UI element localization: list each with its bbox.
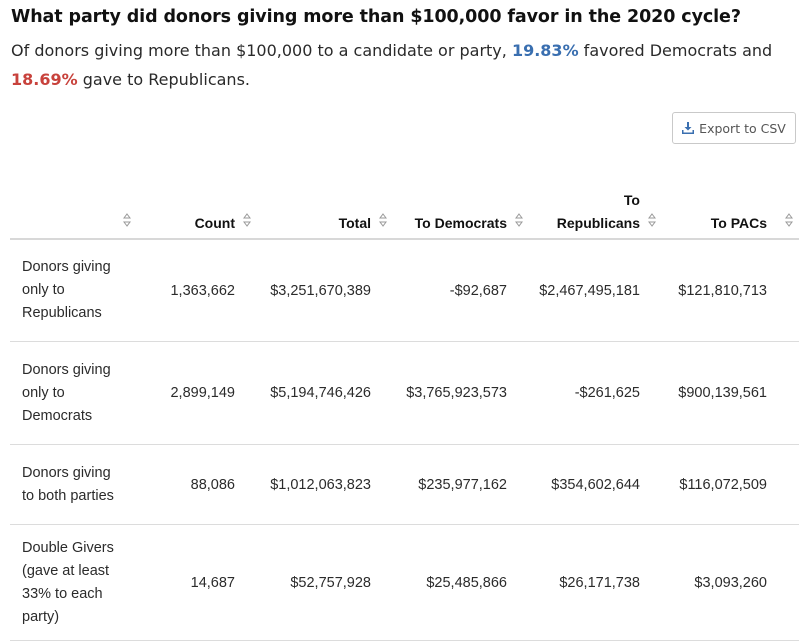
cell-to-democrats: $235,977,162 (381, 444, 517, 525)
cell-count: 1,363,662 (135, 239, 245, 342)
republican-percent: 18.69% (11, 70, 78, 89)
column-header-total[interactable]: Total (245, 186, 387, 240)
page: What party did donors giving more than $… (10, 7, 801, 641)
table-row: Donors giving only to Republicans 1,363,… (10, 239, 799, 342)
subtitle-text-3: gave to Republicans. (77, 70, 250, 89)
democrat-percent: 19.83% (511, 41, 579, 60)
column-header-total-text: Total (338, 215, 371, 231)
sort-icon[interactable] (123, 213, 131, 227)
cell-to-pacs: $3,093,260 (650, 524, 799, 641)
page-subtitle: Of donors giving more than $100,000 to a… (11, 36, 801, 94)
column-header-to-pacs-text: To PACs (710, 215, 767, 231)
column-header-to-republicans-text: To Republicans (556, 192, 640, 231)
table-row: Donors giving to both parties 88,086 $1,… (10, 444, 799, 525)
donors-table: Count Total To Democrats To Republicans … (10, 186, 799, 641)
cell-to-pacs: $121,810,713 (650, 239, 799, 342)
download-icon (682, 122, 695, 134)
row-label: Donors giving to both parties (10, 444, 135, 525)
cell-total: $3,251,670,389 (245, 239, 381, 342)
cell-total: $52,757,928 (245, 524, 381, 641)
column-header-to-republicans[interactable]: To Republicans (517, 186, 656, 240)
row-label: Double Givers (gave at least 33% to each… (10, 524, 135, 641)
column-header-to-democrats-text: To Democrats (414, 215, 507, 231)
cell-to-democrats: $3,765,923,573 (381, 341, 517, 445)
cell-to-republicans: $354,602,644 (517, 444, 650, 525)
cell-total: $5,194,746,426 (245, 341, 381, 445)
cell-to-republicans: $26,171,738 (517, 524, 650, 641)
row-label: Donors giving only to Democrats (10, 341, 135, 445)
column-header-count-text: Count (194, 215, 235, 231)
table-row: Donors giving only to Democrats 2,899,14… (10, 341, 799, 445)
cell-count: 2,899,149 (135, 341, 245, 445)
cell-to-pacs: $116,072,509 (650, 444, 799, 525)
cell-to-republicans: -$261,625 (517, 341, 650, 445)
column-header-to-pacs[interactable]: To PACs (650, 186, 799, 240)
column-header-to-democrats[interactable]: To Democrats (381, 186, 523, 240)
cell-to-republicans: $2,467,495,181 (517, 239, 650, 342)
cell-total: $1,012,063,823 (245, 444, 381, 525)
export-csv-button[interactable]: Export to CSV (672, 112, 796, 144)
cell-to-democrats: -$92,687 (381, 239, 517, 342)
column-header-label[interactable] (10, 186, 135, 240)
subtitle-text-1: Of donors giving more than $100,000 to a… (11, 41, 512, 60)
sort-icon[interactable] (785, 213, 793, 227)
row-label: Donors giving only to Republicans (10, 239, 135, 342)
cell-count: 14,687 (135, 524, 245, 641)
subtitle-text-2: favored Democrats and (578, 41, 773, 60)
export-csv-label: Export to CSV (699, 120, 786, 136)
cell-count: 88,086 (135, 444, 245, 525)
table-header-row: Count Total To Democrats To Republicans … (10, 186, 799, 240)
page-title: What party did donors giving more than $… (11, 7, 741, 27)
column-header-count[interactable]: Count (135, 186, 251, 240)
table-row: Double Givers (gave at least 33% to each… (10, 524, 799, 641)
cell-to-pacs: $900,139,561 (650, 341, 799, 445)
cell-to-democrats: $25,485,866 (381, 524, 517, 641)
